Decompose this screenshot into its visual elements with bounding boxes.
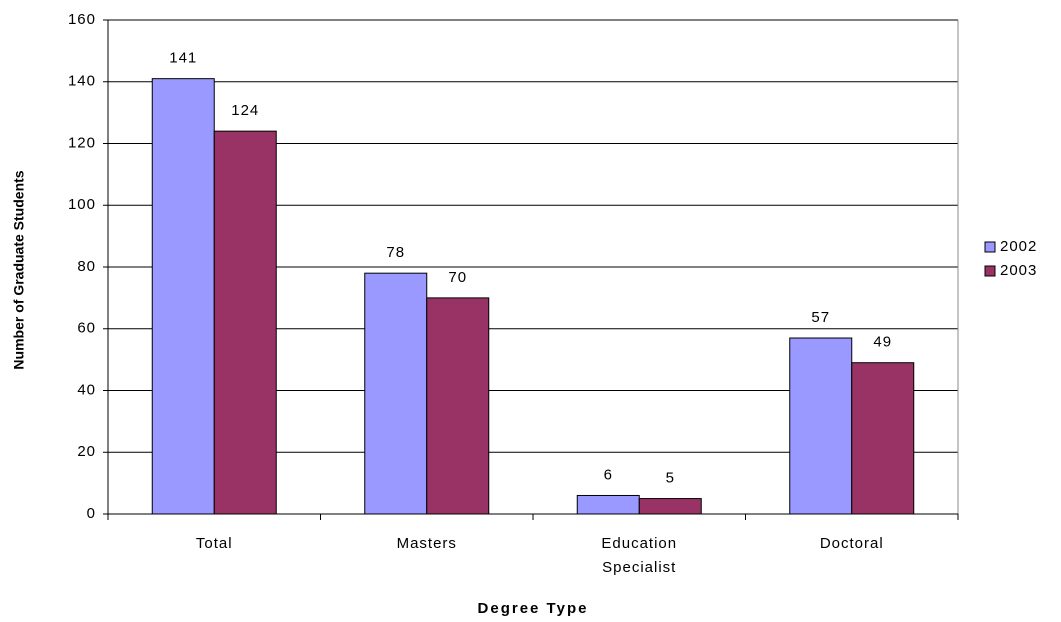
data-label: 70 <box>448 269 467 286</box>
data-label: 124 <box>231 102 259 119</box>
legend-label: 2003 <box>1000 262 1037 279</box>
bar <box>638 498 702 515</box>
y-axis-title: Number of Graduate Students <box>11 170 27 369</box>
legend-swatch <box>984 265 996 277</box>
bar <box>576 494 640 515</box>
y-tick-label: 20 <box>77 443 96 460</box>
bar <box>789 337 853 515</box>
y-tick-label: 140 <box>68 73 96 90</box>
data-label: 5 <box>666 470 675 487</box>
data-label: 6 <box>604 466 613 483</box>
y-tick-label: 100 <box>68 196 96 213</box>
x-tick-label: Doctoral <box>819 535 884 552</box>
y-tick-label: 120 <box>68 134 96 151</box>
bar <box>213 130 277 515</box>
bar <box>851 362 915 515</box>
data-label: 57 <box>811 309 830 326</box>
data-label: 141 <box>169 50 197 67</box>
bar <box>151 78 215 515</box>
x-tick-label: Education Specialist <box>601 535 678 576</box>
legend-label: 2002 <box>1000 238 1037 255</box>
bar <box>364 272 428 515</box>
x-tick-label: Masters <box>396 535 457 552</box>
y-tick-label: 0 <box>87 505 96 522</box>
data-label: 49 <box>873 334 892 351</box>
x-tick-label: Total <box>195 535 233 552</box>
legend-swatch <box>984 241 996 253</box>
y-tick-label: 80 <box>77 258 96 275</box>
y-tick-label: 40 <box>77 381 96 398</box>
data-label: 78 <box>386 244 405 261</box>
bar <box>426 297 490 515</box>
y-tick-label: 60 <box>77 320 96 337</box>
y-tick-label: 160 <box>68 11 96 28</box>
x-axis-title: Degree Type <box>478 600 589 617</box>
